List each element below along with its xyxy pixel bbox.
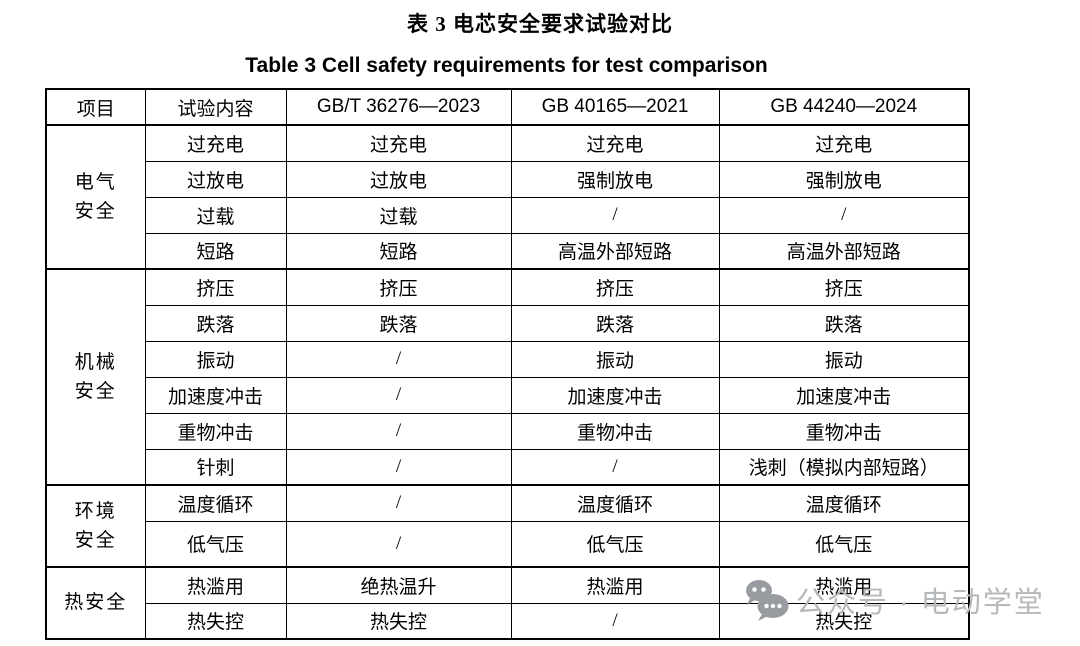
category-label-line: 电气 xyxy=(74,171,117,193)
gb40165-cell: 高温外部短路 xyxy=(510,232,720,270)
gbt36276-cell: 短路 xyxy=(285,232,512,270)
gb44240-cell: 振动 xyxy=(718,340,970,378)
category-label-line: 机械 xyxy=(74,351,117,373)
gbt36276-cell: 挤压 xyxy=(285,268,512,306)
table-row: 热失控 热失控 / 热失控 xyxy=(46,602,970,640)
gbt36276-cell: 跌落 xyxy=(285,304,512,342)
col-header-item: 项目 xyxy=(45,88,146,126)
gbt36276-cell: / xyxy=(285,520,512,568)
table-row: 热安全 热滥用 绝热温升 热滥用 热滥用 xyxy=(45,566,970,640)
gbt36276-cell: / xyxy=(285,340,512,378)
gb44240-cell: 过充电 xyxy=(718,124,970,162)
category-label-line: 环境 xyxy=(74,500,117,522)
test-name-cell: 加速度冲击 xyxy=(144,376,287,414)
table-row: 机械 安全 挤压 挤压 挤压 挤压 xyxy=(45,268,970,486)
table-title-english: Table 3 Cell safety requirements for tes… xyxy=(245,54,768,77)
gb40165-cell: 温度循环 xyxy=(510,484,720,522)
gb44240-cell: 热滥用 xyxy=(718,566,970,604)
gb44240-cell: 强制放电 xyxy=(718,160,970,198)
test-name-cell: 短路 xyxy=(144,232,287,270)
table-row: 电气 安全 过充电 过充电 过充电 过充电 xyxy=(45,124,970,270)
test-name-cell: 热失控 xyxy=(144,602,287,640)
category-cell-mechanical-safety: 机械 安全 xyxy=(45,268,146,486)
test-name-cell: 过放电 xyxy=(144,160,287,198)
category-cell-electrical-safety: 电气 安全 xyxy=(45,124,146,270)
category-label-line: 热安全 xyxy=(64,592,128,614)
gb40165-cell: 加速度冲击 xyxy=(510,376,720,414)
gb40165-cell: 振动 xyxy=(510,340,720,378)
category-cell-thermal-safety: 热安全 xyxy=(45,566,146,640)
gb40165-cell: 跌落 xyxy=(510,304,720,342)
gb40165-cell: 强制放电 xyxy=(510,160,720,198)
test-name-cell: 温度循环 xyxy=(144,484,287,522)
table-row: 针刺 / / 浅刺（模拟内部短路） xyxy=(46,448,970,486)
gb44240-cell: 高温外部短路 xyxy=(718,232,970,270)
table-row: 环境 安全 温度循环 / 温度循环 温度循环 xyxy=(45,484,970,568)
gbt36276-cell: / xyxy=(285,484,512,522)
test-name-cell: 振动 xyxy=(144,340,287,378)
category-label-line: 安全 xyxy=(74,381,117,402)
gb44240-cell: 温度循环 xyxy=(718,484,970,522)
gb44240-cell: 挤压 xyxy=(718,268,970,306)
gbt36276-cell: / xyxy=(285,412,512,450)
col-header-gb44240: GB 44240—2024 xyxy=(718,88,970,126)
col-header-gbt36276: GB/T 36276—2023 xyxy=(285,88,512,126)
table-row: 过放电 过放电 强制放电 强制放电 xyxy=(46,160,970,198)
gb44240-cell: / xyxy=(718,196,970,234)
category-label-line: 安全 xyxy=(74,530,117,551)
gbt36276-cell: 绝热温升 xyxy=(285,566,512,604)
col-header-test-content: 试验内容 xyxy=(144,88,287,126)
gb44240-cell: 跌落 xyxy=(718,304,970,342)
header-row: 项目 试验内容 GB/T 36276—2023 GB 40165—2021 GB… xyxy=(45,88,970,126)
test-name-cell: 热滥用 xyxy=(144,566,287,604)
gbt36276-cell: / xyxy=(285,448,512,486)
gbt36276-cell: 过充电 xyxy=(285,124,512,162)
test-name-cell: 挤压 xyxy=(144,268,287,306)
gb44240-cell: 浅刺（模拟内部短路） xyxy=(718,448,970,486)
table-row: 过载 过载 / / xyxy=(46,196,970,234)
category-cell-environmental-safety: 环境 安全 xyxy=(45,484,146,568)
table-row: 加速度冲击 / 加速度冲击 加速度冲击 xyxy=(46,376,970,414)
gb40165-cell: / xyxy=(510,602,720,640)
test-name-cell: 跌落 xyxy=(144,304,287,342)
category-label-line: 安全 xyxy=(74,201,117,222)
col-header-gb40165: GB 40165—2021 xyxy=(510,88,720,126)
test-name-cell: 低气压 xyxy=(144,520,287,568)
gb40165-cell: 过充电 xyxy=(510,124,720,162)
gbt36276-cell: 过放电 xyxy=(285,160,512,198)
table-row: 跌落 跌落 跌落 跌落 xyxy=(46,304,970,342)
gbt36276-cell: 热失控 xyxy=(285,602,512,640)
gb44240-cell: 重物冲击 xyxy=(718,412,970,450)
test-name-cell: 重物冲击 xyxy=(144,412,287,450)
table-title-chinese: 表 3 电芯安全要求试验对比 xyxy=(407,12,673,36)
gb40165-cell: 挤压 xyxy=(510,268,720,306)
table-row: 振动 / 振动 振动 xyxy=(46,340,970,378)
gb40165-cell: / xyxy=(510,196,720,234)
gb44240-cell: 加速度冲击 xyxy=(718,376,970,414)
table-row: 低气压 / 低气压 低气压 xyxy=(46,520,970,568)
gbt36276-cell: / xyxy=(285,376,512,414)
gb44240-cell: 热失控 xyxy=(718,602,970,640)
cell-safety-comparison-table: 项目 试验内容 GB/T 36276—2023 GB 40165—2021 GB… xyxy=(45,88,970,640)
table-row: 短路 短路 高温外部短路 高温外部短路 xyxy=(46,232,970,270)
gb40165-cell: / xyxy=(510,448,720,486)
gb40165-cell: 热滥用 xyxy=(510,566,720,604)
test-name-cell: 过充电 xyxy=(144,124,287,162)
table-row: 重物冲击 / 重物冲击 重物冲击 xyxy=(46,412,970,450)
gb44240-cell: 低气压 xyxy=(718,520,970,568)
test-name-cell: 过载 xyxy=(144,196,287,234)
test-name-cell: 针刺 xyxy=(144,448,287,486)
gb40165-cell: 低气压 xyxy=(510,520,720,568)
gbt36276-cell: 过载 xyxy=(285,196,512,234)
gb40165-cell: 重物冲击 xyxy=(510,412,720,450)
